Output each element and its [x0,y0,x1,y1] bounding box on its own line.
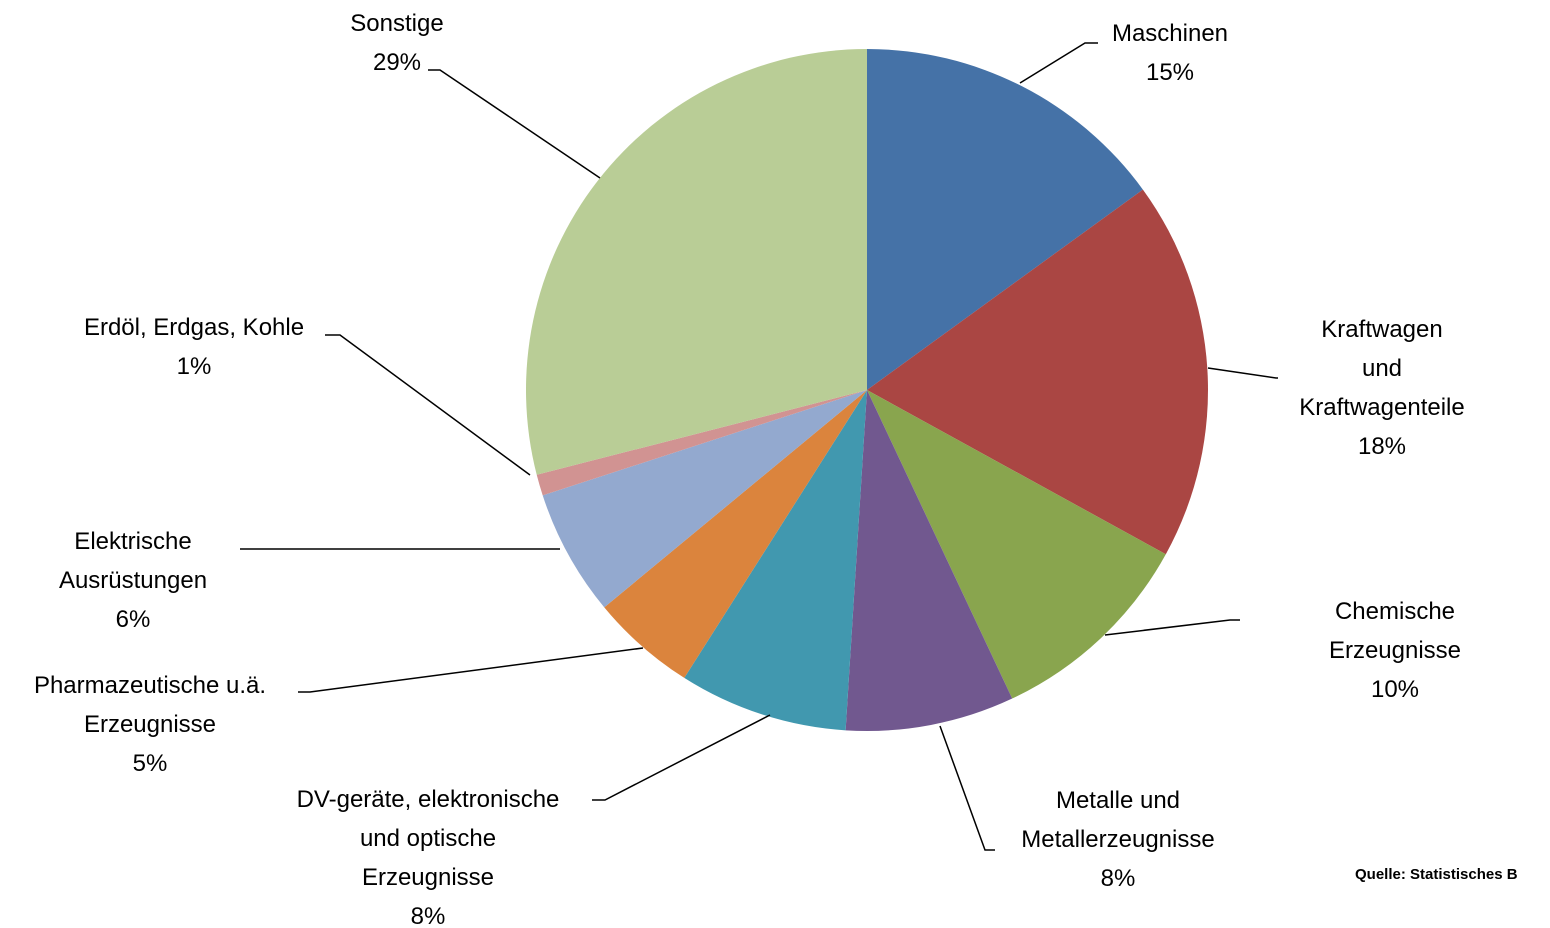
category-label: Erdöl, Erdgas, Kohle [83,313,305,341]
category-label: Metalle und Metallerzeugnisse [1021,786,1215,853]
category-label: Elektrische Ausrüstungen [58,527,208,594]
value-label: 5% [132,749,168,777]
pie-slice [536,390,867,496]
value-label: 8% [1100,864,1136,892]
pie-slice [845,390,1013,731]
category-label: DV-geräte, elektronische und optische Er… [296,785,560,891]
pie-slice [867,390,1166,699]
pie-slice [604,390,867,678]
source-note: Quelle: Statistisches B [1355,866,1518,883]
slice-label: Kraftwagen und Kraftwagenteile 18% [1298,310,1466,466]
leader-line [428,69,601,179]
slice-label: Pharmazeutische u.ä. Erzeugnisse 5% [34,666,266,783]
leader-line [592,714,771,801]
value-label: 15% [1145,58,1195,86]
category-label: Kraftwagen und Kraftwagenteile [1299,315,1465,421]
pie-slice [684,390,867,731]
pie-slice [542,390,867,608]
leader-line [325,334,531,476]
category-label: Chemische Erzeugnisse [1328,597,1462,664]
value-label: 10% [1370,675,1420,703]
slice-label: Erdöl, Erdgas, Kohle 1% [84,308,304,386]
pie-slice [867,189,1208,555]
value-label: 18% [1357,432,1407,460]
leader-line [1019,42,1098,84]
category-label: Sonstige [350,9,444,37]
pie-slice [867,49,1143,390]
slice-label: DV-geräte, elektronische und optische Er… [297,780,560,928]
leader-line [1104,619,1240,636]
category-label: Maschinen [1111,19,1229,47]
slice-label: Elektrische Ausrüstungen 6% [59,522,207,639]
value-label: 8% [410,902,446,928]
leader-line [298,647,644,693]
value-label: 29% [372,48,422,76]
leader-line [939,725,995,851]
slice-label: Maschinen 15% [1112,14,1228,92]
slice-label: Sonstige 29% [350,4,443,82]
value-label: 6% [115,605,151,633]
slice-label: Chemische Erzeugnisse 10% [1318,592,1473,709]
value-label: 1% [176,352,212,380]
pie-slice [526,49,867,475]
category-label: Pharmazeutische u.ä. Erzeugnisse [33,671,267,738]
leader-line [1207,367,1278,379]
slice-label: Metalle und Metallerzeugnisse 8% [1021,781,1214,898]
